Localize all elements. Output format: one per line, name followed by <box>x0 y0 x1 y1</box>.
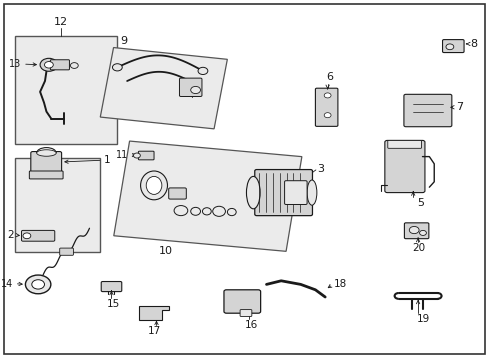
Text: 5: 5 <box>416 198 423 208</box>
Circle shape <box>190 86 200 94</box>
Polygon shape <box>100 48 227 129</box>
Text: 4: 4 <box>188 79 195 89</box>
Ellipse shape <box>146 176 162 194</box>
Circle shape <box>40 58 58 71</box>
Circle shape <box>324 93 330 98</box>
Circle shape <box>25 275 51 294</box>
FancyBboxPatch shape <box>384 140 424 193</box>
Polygon shape <box>139 306 168 320</box>
Circle shape <box>23 233 31 239</box>
Circle shape <box>419 230 426 235</box>
Ellipse shape <box>37 150 56 156</box>
FancyBboxPatch shape <box>284 181 306 204</box>
Circle shape <box>44 62 53 68</box>
Circle shape <box>408 226 418 234</box>
FancyBboxPatch shape <box>60 248 73 255</box>
Text: 9: 9 <box>120 36 127 46</box>
Ellipse shape <box>306 180 316 205</box>
Ellipse shape <box>141 171 167 200</box>
Text: 8: 8 <box>469 39 477 49</box>
Text: 10: 10 <box>159 246 173 256</box>
Bar <box>15 158 100 252</box>
Text: 20: 20 <box>412 243 425 253</box>
Text: 15: 15 <box>107 299 121 309</box>
FancyBboxPatch shape <box>179 78 202 96</box>
FancyBboxPatch shape <box>387 140 421 148</box>
Text: 3: 3 <box>316 164 323 174</box>
Bar <box>15 36 117 144</box>
Circle shape <box>32 280 44 289</box>
Text: 17: 17 <box>147 326 161 336</box>
Text: 7: 7 <box>455 102 463 112</box>
Circle shape <box>445 44 453 50</box>
Circle shape <box>133 153 140 158</box>
FancyBboxPatch shape <box>29 171 63 179</box>
Text: 14: 14 <box>1 279 13 289</box>
Circle shape <box>198 67 207 75</box>
FancyBboxPatch shape <box>50 60 69 70</box>
FancyBboxPatch shape <box>254 170 312 216</box>
FancyBboxPatch shape <box>138 151 154 160</box>
Ellipse shape <box>246 176 260 209</box>
Circle shape <box>70 63 78 68</box>
FancyBboxPatch shape <box>315 88 337 126</box>
Text: 12: 12 <box>54 17 68 27</box>
FancyBboxPatch shape <box>21 230 55 241</box>
Text: 2: 2 <box>7 230 14 240</box>
Circle shape <box>112 64 122 71</box>
Text: 13: 13 <box>9 59 21 69</box>
Text: 11: 11 <box>116 150 128 160</box>
Text: 1: 1 <box>104 155 111 165</box>
Text: 16: 16 <box>244 320 258 330</box>
Text: 6: 6 <box>326 72 333 82</box>
FancyBboxPatch shape <box>168 188 186 199</box>
FancyBboxPatch shape <box>240 310 251 316</box>
FancyBboxPatch shape <box>224 290 260 313</box>
FancyBboxPatch shape <box>31 152 61 174</box>
Circle shape <box>324 113 330 118</box>
FancyBboxPatch shape <box>404 223 428 239</box>
Polygon shape <box>114 141 301 251</box>
Text: 19: 19 <box>415 314 429 324</box>
FancyBboxPatch shape <box>442 40 463 53</box>
FancyBboxPatch shape <box>403 94 451 127</box>
Text: 18: 18 <box>333 279 346 289</box>
FancyBboxPatch shape <box>101 282 122 292</box>
